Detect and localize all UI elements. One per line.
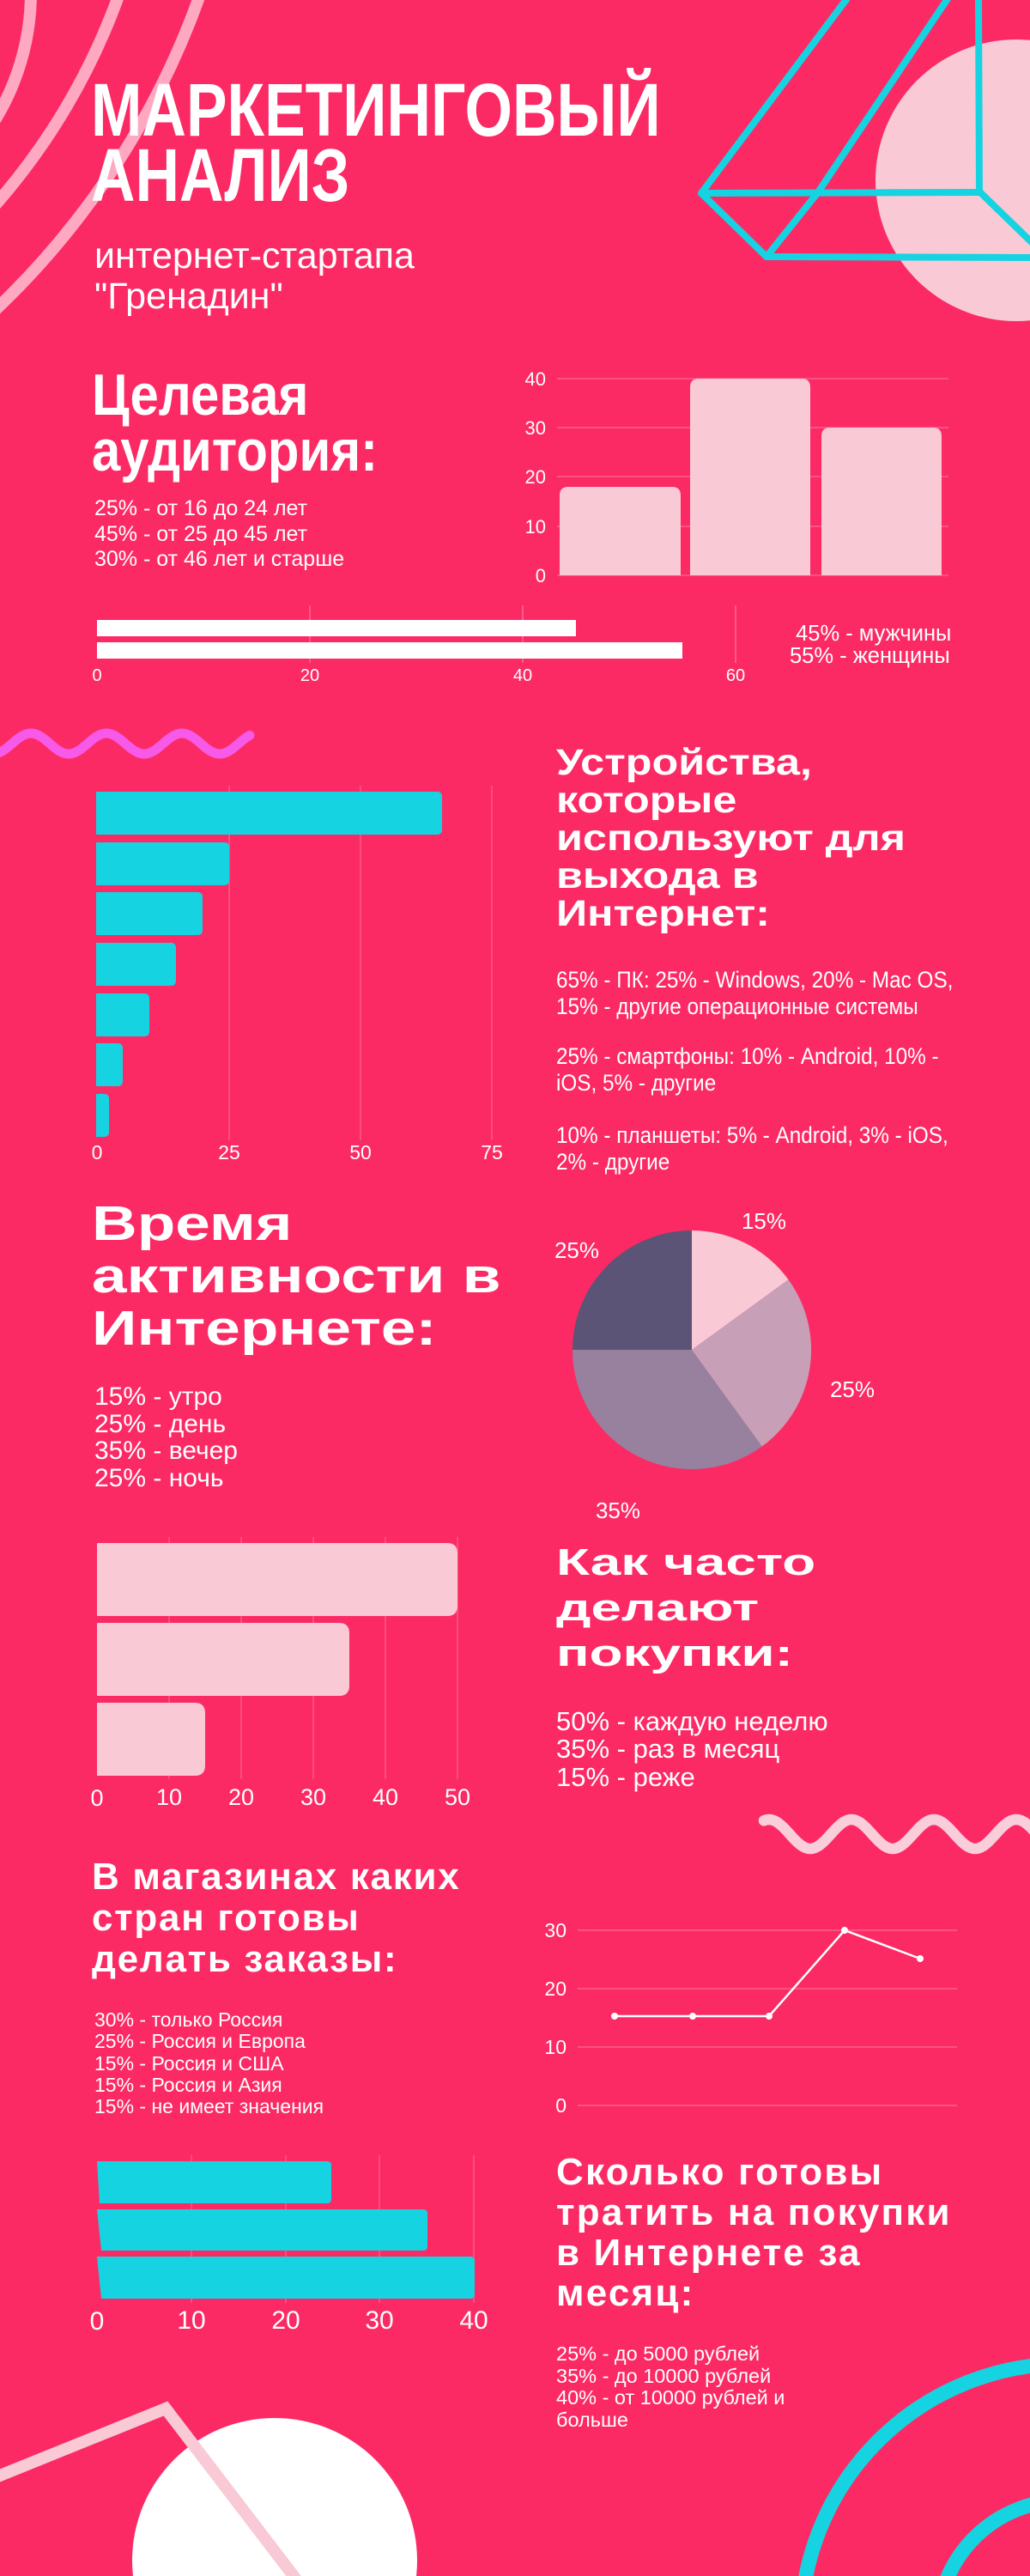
svg-text:10: 10: [525, 516, 546, 538]
svg-text:10: 10: [156, 1784, 182, 1810]
svg-text:25%: 25%: [830, 1376, 875, 1402]
svg-text:60: 60: [726, 666, 745, 685]
svg-text:0: 0: [90, 2307, 105, 2336]
svg-text:0: 0: [555, 2094, 566, 2117]
svg-text:10: 10: [177, 2306, 205, 2335]
svg-text:25%: 25%: [554, 1237, 599, 1263]
svg-text:20: 20: [525, 466, 546, 488]
svg-text:20: 20: [271, 2306, 300, 2335]
svg-text:0: 0: [92, 1141, 103, 1163]
svg-text:35%: 35%: [596, 1498, 640, 1523]
svg-text:50: 50: [445, 1784, 470, 1810]
svg-text:0: 0: [92, 666, 101, 685]
svg-text:40: 40: [373, 1784, 398, 1810]
svg-text:20: 20: [228, 1784, 254, 1810]
svg-text:20: 20: [544, 1978, 566, 2000]
svg-text:75: 75: [481, 1141, 503, 1163]
svg-text:30: 30: [300, 1784, 326, 1810]
svg-text:15%: 15%: [742, 1208, 786, 1234]
svg-text:30: 30: [365, 2306, 393, 2335]
svg-text:30: 30: [544, 1919, 566, 1941]
svg-text:0: 0: [536, 565, 546, 586]
svg-text:50: 50: [349, 1141, 372, 1163]
svg-text:10: 10: [544, 2036, 566, 2058]
svg-text:30: 30: [525, 417, 546, 439]
svg-text:40: 40: [513, 666, 532, 685]
svg-text:20: 20: [300, 666, 319, 685]
svg-text:40: 40: [459, 2306, 488, 2335]
svg-text:0: 0: [90, 1785, 103, 1811]
svg-text:40: 40: [525, 368, 546, 390]
svg-text:25: 25: [218, 1141, 240, 1163]
